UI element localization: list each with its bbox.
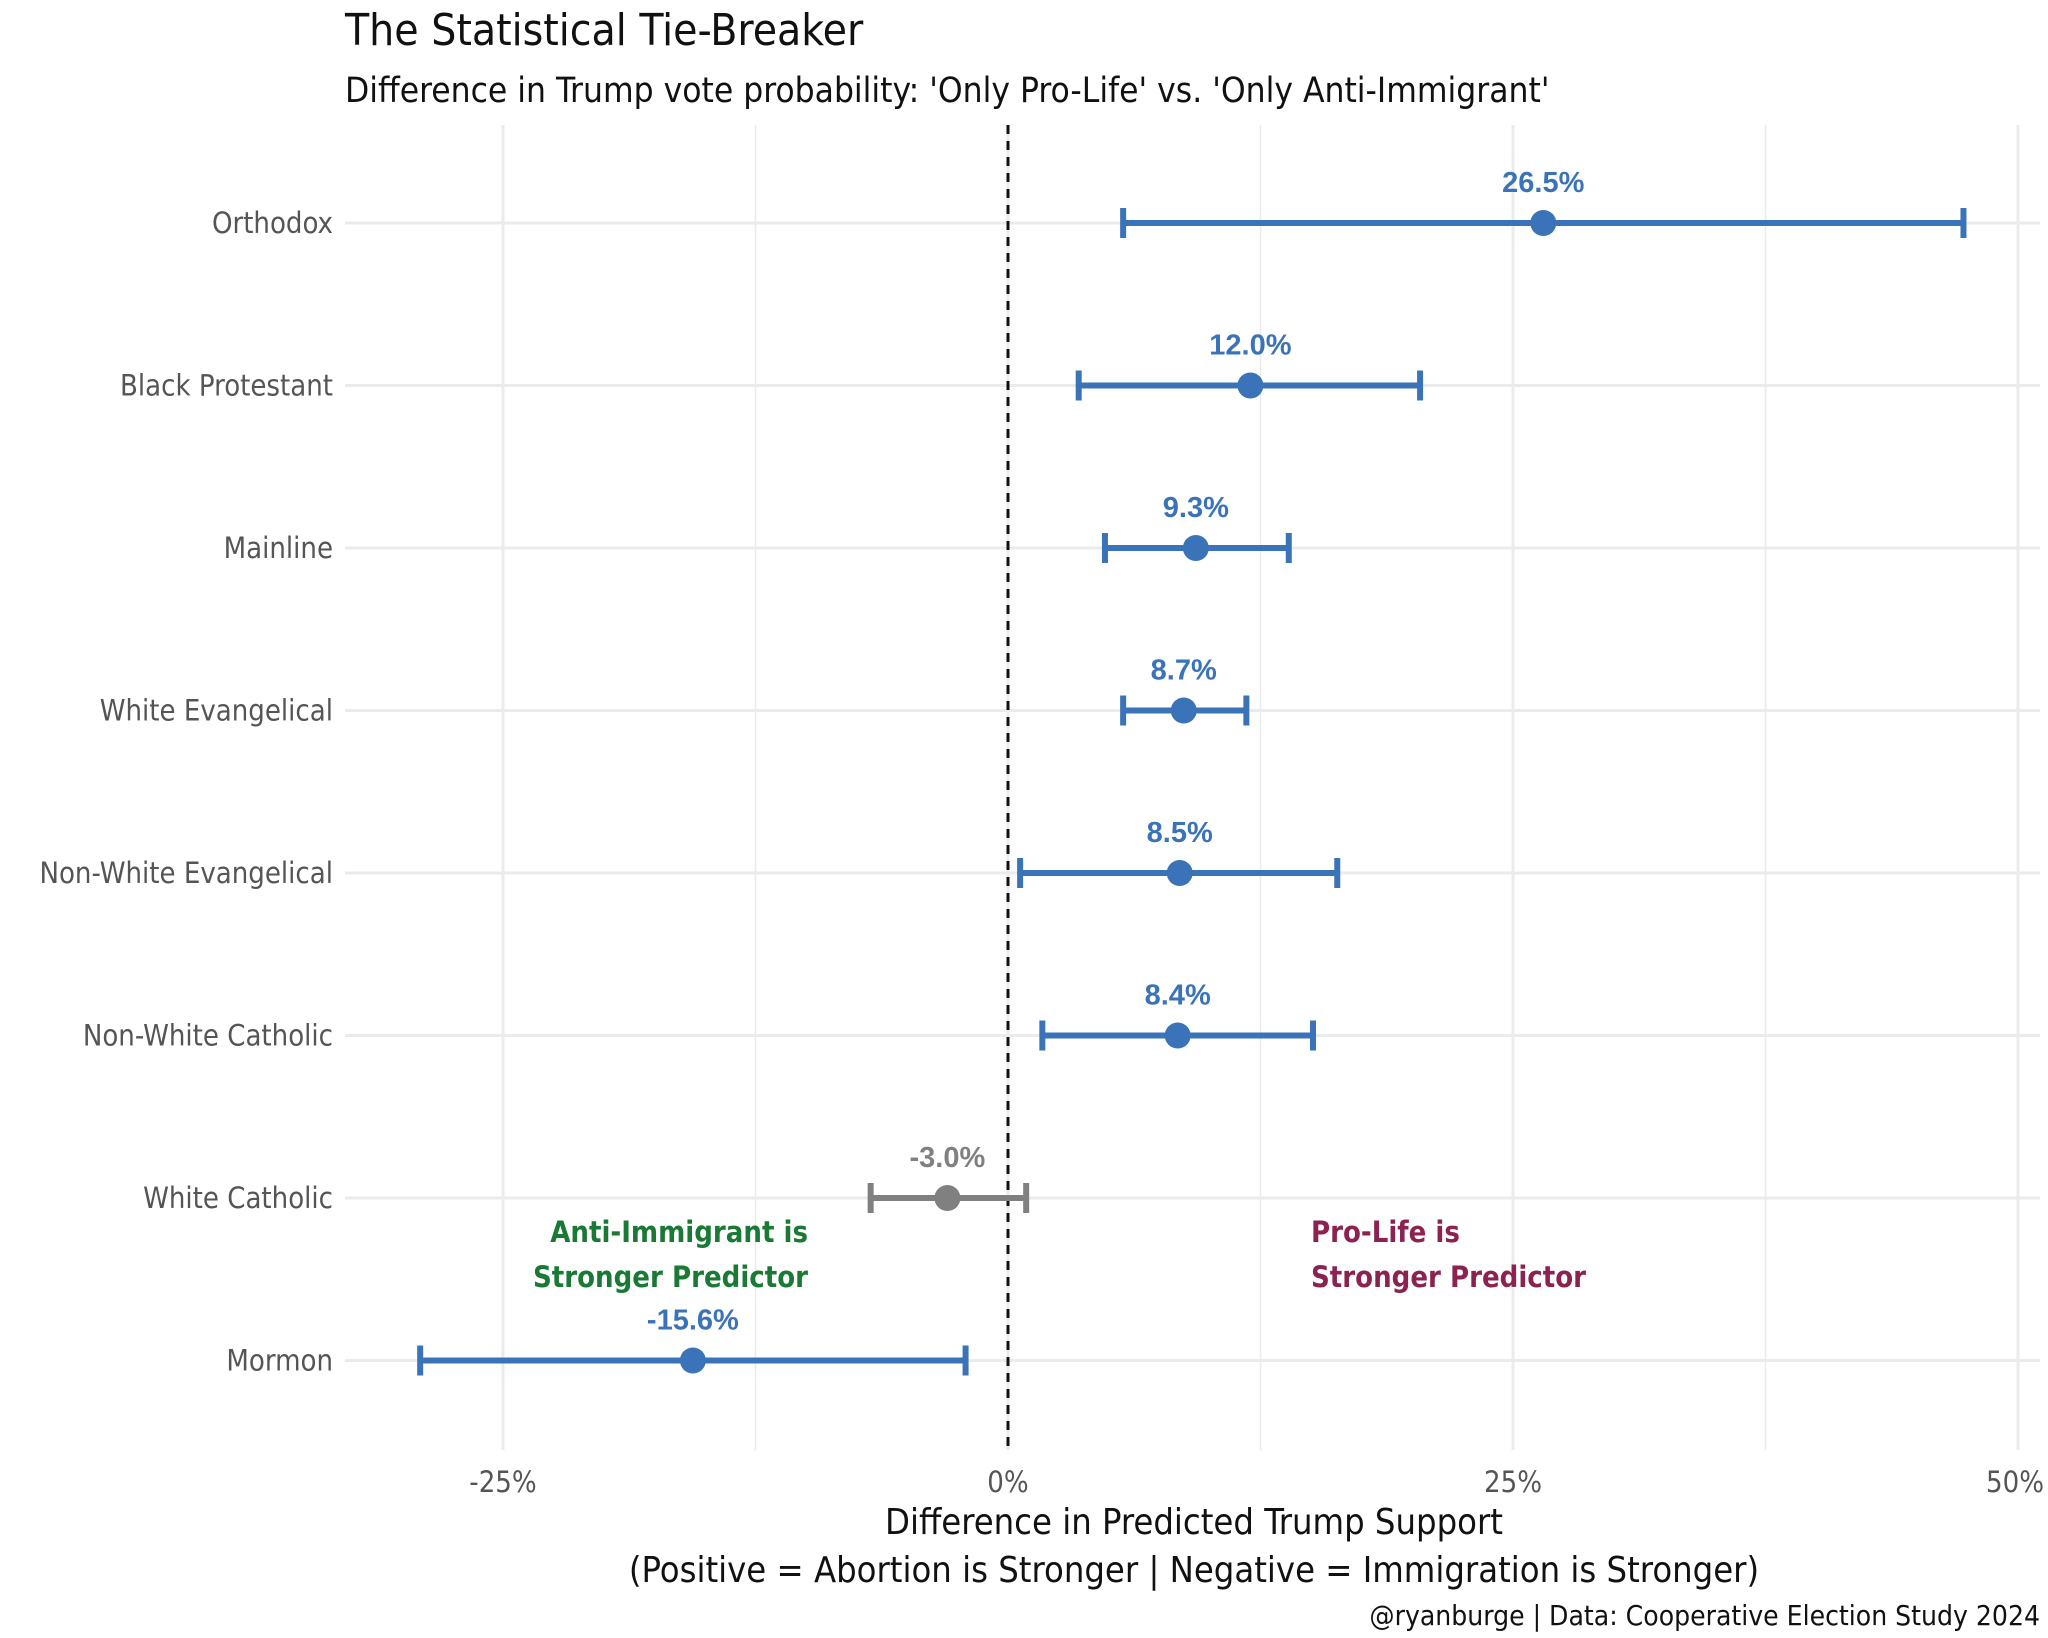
annotation-left-line2: Stronger Predictor xyxy=(533,1260,808,1294)
estimate-group: 26.5% xyxy=(1120,167,1967,238)
point-estimate xyxy=(1166,860,1193,886)
x-tick-label: 25% xyxy=(1484,1465,1542,1499)
value-label: -15.6% xyxy=(647,1305,739,1337)
point-estimate xyxy=(679,1347,706,1374)
chart-subtitle: Difference in Trump vote probability: 'O… xyxy=(345,71,1549,111)
gridlines xyxy=(345,125,2040,1450)
x-tick-label: 0% xyxy=(987,1465,1028,1499)
x-tick-label: -25% xyxy=(469,1465,536,1499)
category-label: White Catholic xyxy=(143,1181,333,1215)
x-axis-label-line1: Difference in Predicted Trump Support xyxy=(885,1502,1503,1543)
category-label: Non-White Catholic xyxy=(83,1019,333,1053)
value-label: -3.0% xyxy=(910,1142,986,1174)
category-label: Mormon xyxy=(226,1344,333,1378)
x-tick-label: 50% xyxy=(1986,1465,2044,1499)
value-label: 8.7% xyxy=(1151,655,1217,687)
x-tick-labels: -25% 0% 25% 50% xyxy=(469,1465,2044,1499)
category-labels: Orthodox Black Protestant Mainline White Ev… xyxy=(39,206,333,1378)
category-label: Black Protestant xyxy=(120,369,333,403)
point-estimate xyxy=(1530,210,1557,236)
estimate-group: 8.7% xyxy=(1120,655,1250,726)
estimate-group: -3.0% xyxy=(867,1142,1030,1213)
estimate-group: 8.5% xyxy=(1017,817,1341,888)
chart-title: The Statistical Tie-Breaker xyxy=(344,5,864,56)
point-estimate xyxy=(1170,697,1197,724)
value-label: 9.3% xyxy=(1163,492,1229,524)
annotation-right-line2: Stronger Predictor xyxy=(1311,1260,1586,1294)
value-label: 26.5% xyxy=(1502,167,1584,199)
estimate-group: -15.6% xyxy=(417,1305,969,1376)
value-label: 8.4% xyxy=(1145,980,1211,1012)
category-label: Mainline xyxy=(224,531,333,565)
estimate-group: 8.4% xyxy=(1039,980,1317,1051)
point-estimate xyxy=(1164,1022,1191,1049)
estimate-group: 12.0% xyxy=(1075,330,1424,401)
x-axis-label-line2: (Positive = Abortion is Stronger | Negat… xyxy=(629,1550,1759,1591)
point-estimate xyxy=(1182,535,1209,561)
value-label: 12.0% xyxy=(1209,330,1291,362)
data-marks: 26.5% 12.0% 9.3% 8.7% 8.5% 8.4% -3.0% -15.6% xyxy=(417,167,1967,1376)
category-label: White Evangelical xyxy=(100,694,333,728)
point-estimate xyxy=(934,1185,961,1211)
point-estimate xyxy=(1237,372,1264,399)
caption: @ryanburge | Data: Cooperative Election … xyxy=(1369,1599,2040,1632)
value-label: 8.5% xyxy=(1147,817,1213,849)
annotation-left-line1: Anti-Immigrant is xyxy=(550,1215,808,1249)
annotation-right-line1: Pro-Life is xyxy=(1311,1215,1460,1249)
category-label: Non-White Evangelical xyxy=(39,856,333,890)
category-label: Orthodox xyxy=(212,206,333,240)
estimate-group: 9.3% xyxy=(1101,492,1292,563)
